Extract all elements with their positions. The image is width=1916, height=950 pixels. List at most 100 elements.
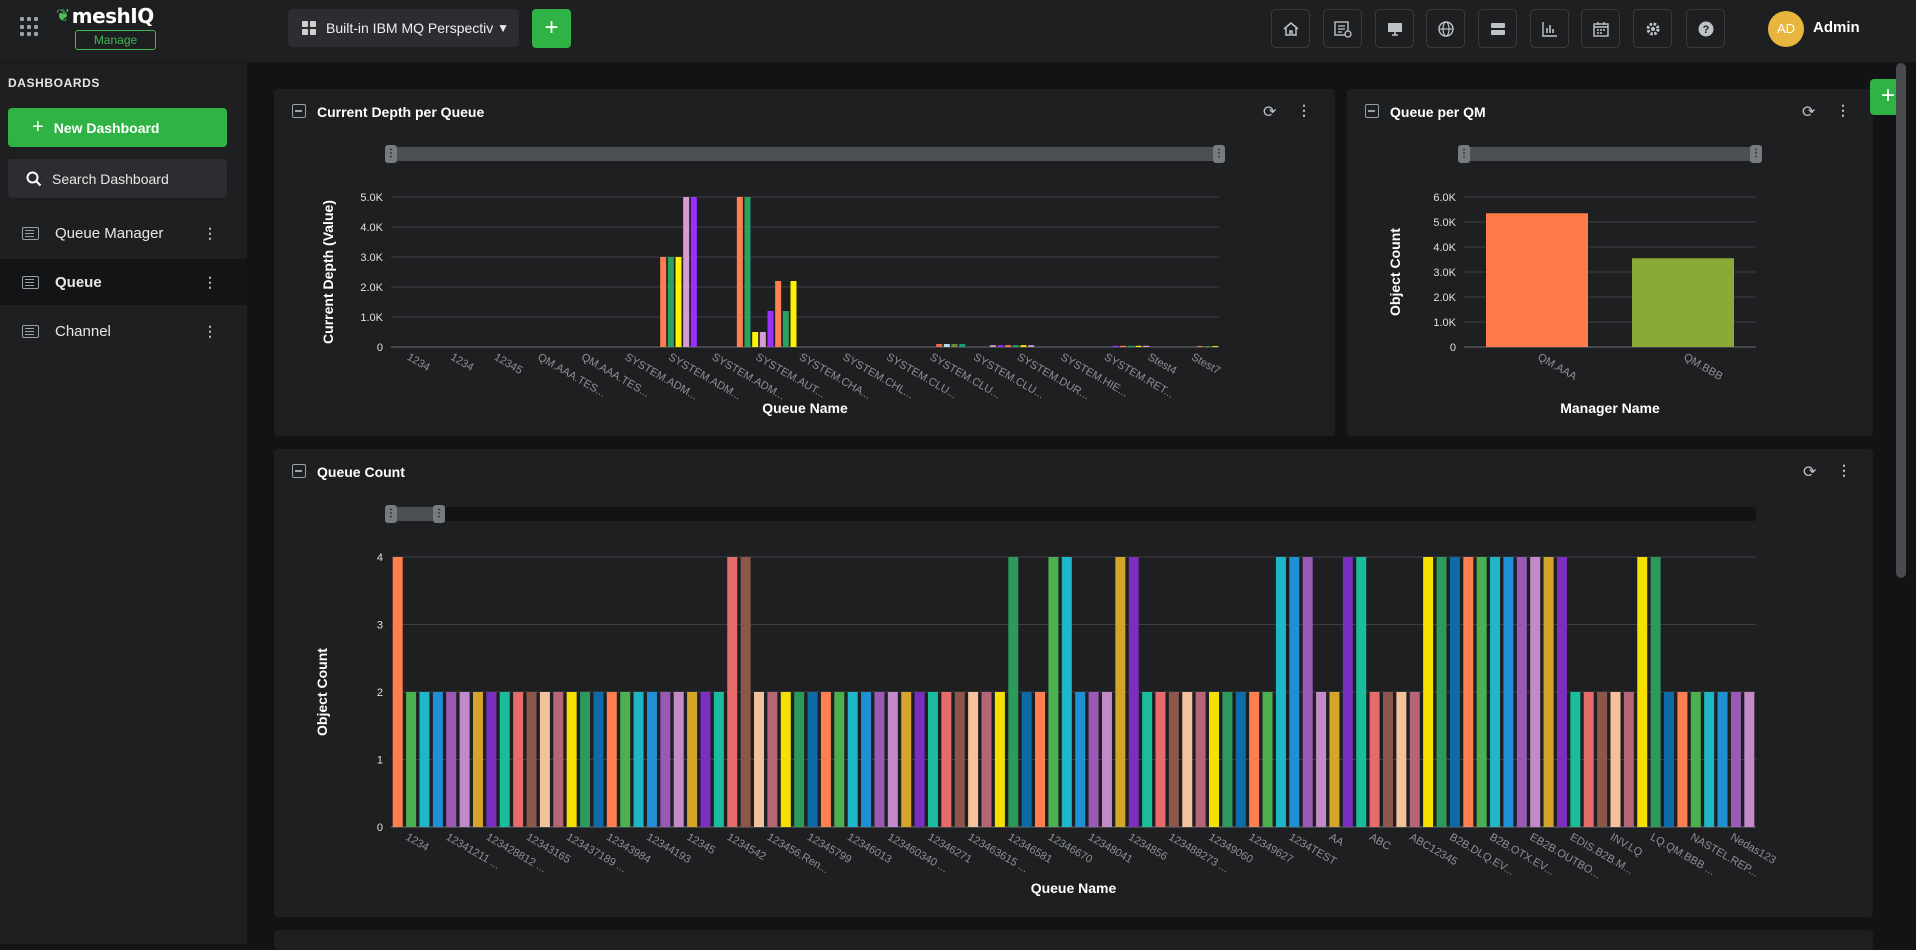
bar bbox=[1115, 557, 1126, 827]
bar bbox=[700, 692, 711, 827]
refresh-icon[interactable]: ⟳ bbox=[1802, 104, 1816, 121]
bar bbox=[1503, 557, 1514, 827]
bar bbox=[1021, 692, 1032, 827]
zoom-slider[interactable] bbox=[1464, 147, 1756, 161]
calendar-icon[interactable] bbox=[1581, 9, 1620, 48]
bar bbox=[744, 197, 751, 347]
collapse-icon[interactable] bbox=[292, 464, 306, 478]
slider-handle-right[interactable]: ⋮ bbox=[1213, 145, 1225, 163]
x-tick-label: Stest7 bbox=[1189, 351, 1222, 377]
x-tick-label: 12345 bbox=[492, 351, 524, 377]
bar bbox=[553, 692, 564, 827]
slider-handle-left[interactable]: ⋮ bbox=[1458, 145, 1470, 163]
bar bbox=[646, 692, 657, 827]
home-icon[interactable] bbox=[1271, 9, 1310, 48]
bar bbox=[1196, 346, 1203, 347]
slider-handle-right[interactable]: ⋮ bbox=[433, 505, 445, 523]
leaf-icon: ❦ bbox=[56, 6, 70, 26]
y-tick-label: 4 bbox=[377, 552, 383, 564]
avatar[interactable]: AD bbox=[1768, 11, 1804, 47]
y-tick-label: 6.0K bbox=[1433, 192, 1456, 204]
slider-handle-right[interactable]: ⋮ bbox=[1750, 145, 1762, 163]
bar bbox=[1182, 692, 1193, 827]
x-tick-label: SYSTEM.ADM... bbox=[710, 351, 787, 402]
bar bbox=[660, 692, 671, 827]
depth-panel: Current Depth per Queue ⟳ ⋮ ⋮ ⋮ 0 1.0K 2.0… bbox=[274, 89, 1335, 436]
x-tick-label: 12346013 bbox=[845, 831, 893, 866]
list-icon bbox=[22, 226, 39, 240]
more-icon[interactable]: ⋮ bbox=[1837, 462, 1851, 478]
app-grid-icon[interactable] bbox=[20, 17, 40, 37]
refresh-icon[interactable]: ⟳ bbox=[1263, 104, 1277, 121]
bar bbox=[914, 692, 925, 827]
more-icon[interactable]: ⋮ bbox=[203, 224, 217, 241]
search-placeholder: Search Dashboard bbox=[52, 170, 169, 187]
logo[interactable]: ❦ meshIQ Manage bbox=[56, 4, 166, 50]
bar bbox=[1112, 345, 1119, 347]
sidebar-item-queue-manager[interactable]: Queue Manager ⋮ bbox=[0, 210, 247, 256]
perspective-select[interactable]: Built-in IBM MQ Perspectiv ▼ bbox=[288, 9, 519, 47]
globe-icon[interactable] bbox=[1426, 9, 1465, 48]
bar bbox=[1195, 692, 1206, 827]
next-panel bbox=[274, 930, 1873, 950]
bar bbox=[1543, 557, 1554, 827]
bar bbox=[1235, 692, 1246, 827]
bar bbox=[981, 692, 992, 827]
bar bbox=[392, 557, 403, 827]
more-icon[interactable]: ⋮ bbox=[203, 322, 217, 339]
add-button[interactable]: + bbox=[532, 9, 571, 48]
bar bbox=[1249, 692, 1260, 827]
y-axis-title: Object Count bbox=[314, 648, 330, 736]
more-icon[interactable]: ⋮ bbox=[1297, 102, 1311, 118]
bar bbox=[1632, 258, 1734, 347]
collapse-icon[interactable] bbox=[1365, 104, 1379, 118]
bar bbox=[782, 311, 789, 347]
x-axis-title: Manager Name bbox=[1560, 400, 1660, 416]
more-icon[interactable]: ⋮ bbox=[1836, 102, 1850, 118]
slider-handle-left[interactable]: ⋮ bbox=[385, 145, 397, 163]
sidebar-item-queue[interactable]: Queue ⋮ bbox=[0, 259, 247, 305]
bar bbox=[1035, 692, 1046, 827]
zoom-slider[interactable] bbox=[391, 507, 1756, 521]
more-icon[interactable]: ⋮ bbox=[203, 273, 217, 290]
list-icon bbox=[22, 324, 39, 338]
page-scrollbar[interactable] bbox=[1896, 63, 1906, 578]
monitor-icon[interactable] bbox=[1375, 9, 1414, 48]
bar bbox=[861, 692, 872, 827]
panel-title: Queue per QM bbox=[1390, 104, 1486, 120]
bar bbox=[951, 344, 958, 347]
bar bbox=[1088, 692, 1099, 827]
refresh-icon[interactable]: ⟳ bbox=[1803, 464, 1817, 481]
bar bbox=[1020, 345, 1027, 347]
bar bbox=[997, 345, 1004, 347]
bar bbox=[941, 692, 952, 827]
report-icon[interactable] bbox=[1323, 9, 1362, 48]
bar bbox=[936, 344, 943, 347]
y-tick-label: 4.0K bbox=[1433, 242, 1456, 254]
manage-badge: Manage bbox=[75, 30, 156, 50]
bar bbox=[794, 692, 805, 827]
bar bbox=[954, 692, 965, 827]
server-icon[interactable] bbox=[1478, 9, 1517, 48]
user-name[interactable]: Admin bbox=[1813, 19, 1860, 36]
chart-icon[interactable] bbox=[1530, 9, 1569, 48]
x-tick-label: AA bbox=[1327, 831, 1346, 849]
bar bbox=[1583, 692, 1594, 827]
slider-selection[interactable] bbox=[391, 507, 439, 521]
collapse-icon[interactable] bbox=[292, 104, 306, 118]
zoom-slider[interactable] bbox=[391, 147, 1217, 161]
sidebar-item-label: Queue bbox=[55, 273, 102, 291]
new-dashboard-button[interactable]: + New Dashboard bbox=[8, 108, 227, 147]
bar bbox=[752, 332, 759, 347]
y-tick-label: 5.0K bbox=[1433, 217, 1456, 229]
sidebar-item-channel[interactable]: Channel ⋮ bbox=[0, 308, 247, 354]
bar bbox=[927, 692, 938, 827]
help-icon[interactable]: ? bbox=[1686, 9, 1725, 48]
gear-icon[interactable] bbox=[1633, 9, 1672, 48]
x-tick-label: 12348041 bbox=[1086, 831, 1134, 866]
bar bbox=[740, 557, 751, 827]
search-dashboard-input[interactable]: Search Dashboard bbox=[8, 159, 227, 198]
slider-handle-left[interactable]: ⋮ bbox=[385, 505, 397, 523]
bar bbox=[1476, 557, 1487, 827]
